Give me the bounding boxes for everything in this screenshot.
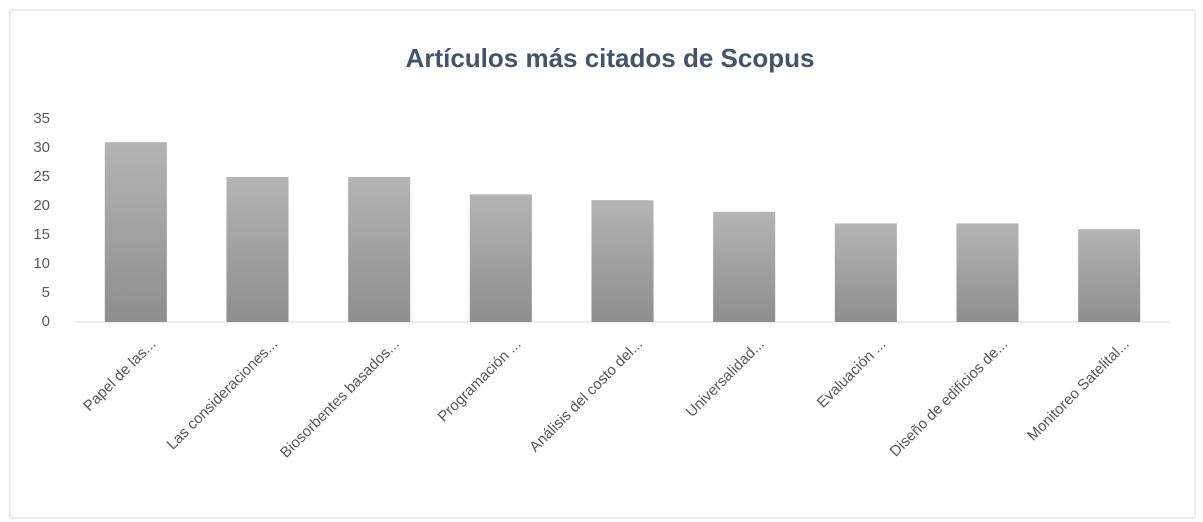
bar — [591, 200, 654, 322]
chart-title: Artículos más citados de Scopus — [406, 43, 815, 73]
y-tick-label: 10 — [33, 255, 50, 272]
bar — [713, 211, 776, 322]
bar — [226, 177, 289, 322]
y-tick-label: 25 — [33, 168, 50, 185]
bar — [834, 223, 897, 322]
y-tick-label: 5 — [42, 284, 50, 301]
y-tick-label: 0 — [42, 313, 50, 330]
y-tick-label: 20 — [33, 197, 50, 214]
y-tick-label: 35 — [33, 110, 50, 127]
bar — [104, 142, 167, 322]
bar — [956, 223, 1019, 322]
y-tick-label: 30 — [33, 139, 50, 156]
y-tick-label: 15 — [33, 226, 50, 243]
bar — [1078, 229, 1141, 322]
bar — [469, 194, 532, 322]
bar — [348, 177, 411, 322]
